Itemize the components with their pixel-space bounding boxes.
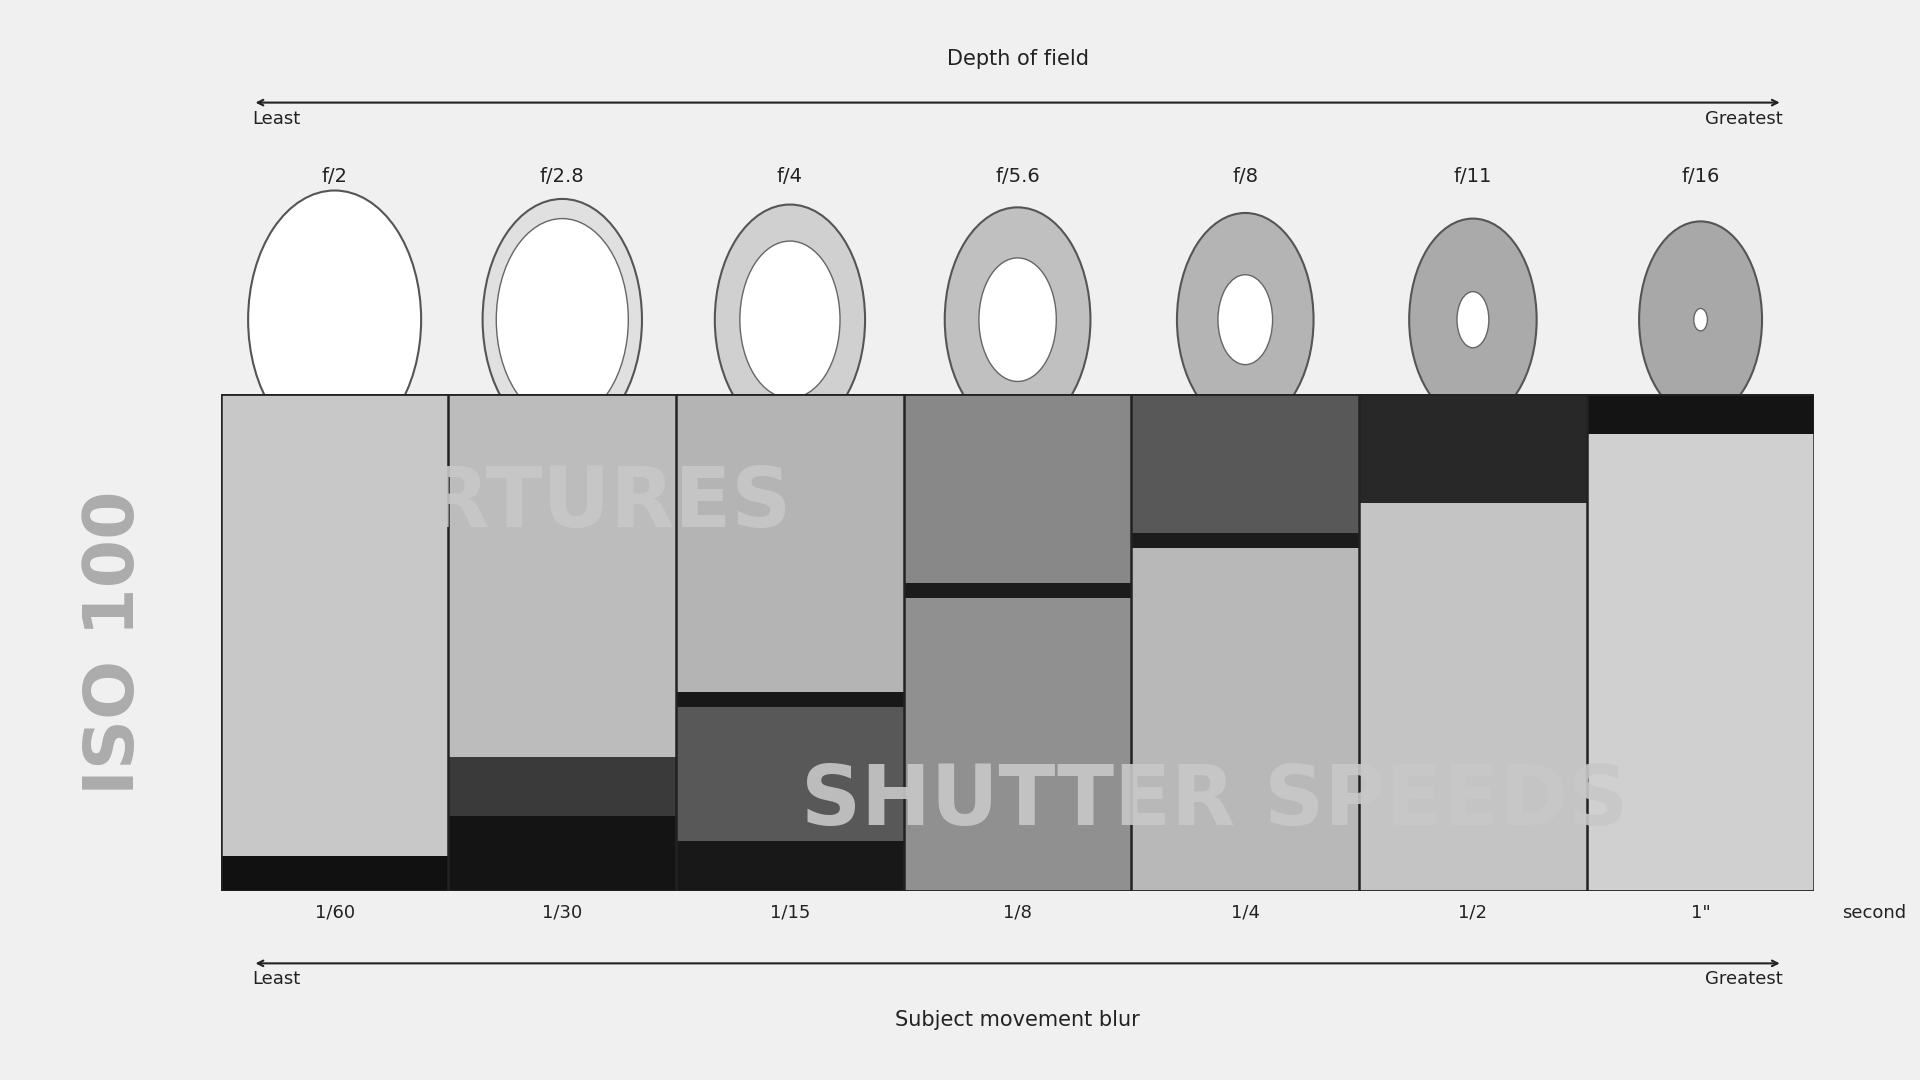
- Bar: [221, 394, 449, 856]
- Bar: [449, 394, 676, 757]
- Bar: [449, 757, 676, 816]
- Ellipse shape: [482, 199, 641, 441]
- Bar: [1586, 434, 1814, 891]
- Text: 1/15: 1/15: [770, 904, 810, 921]
- Ellipse shape: [248, 190, 420, 449]
- Text: f/2.8: f/2.8: [540, 167, 584, 186]
- Bar: [676, 394, 904, 692]
- Text: second: second: [1841, 904, 1907, 921]
- Bar: [1359, 394, 1586, 503]
- Ellipse shape: [1217, 274, 1273, 365]
- Text: f/2: f/2: [323, 167, 348, 186]
- Bar: [221, 856, 449, 891]
- Bar: [904, 583, 1131, 598]
- Text: Least: Least: [253, 970, 301, 988]
- Text: ISO 100: ISO 100: [81, 490, 148, 795]
- Text: 1": 1": [1692, 904, 1711, 921]
- Ellipse shape: [979, 258, 1056, 381]
- Text: Subject movement blur: Subject movement blur: [895, 1010, 1140, 1030]
- Bar: [676, 707, 904, 841]
- Ellipse shape: [495, 218, 628, 421]
- Bar: [1586, 394, 1814, 434]
- Text: f/16: f/16: [1682, 167, 1720, 186]
- Text: Depth of field: Depth of field: [947, 49, 1089, 69]
- Text: Greatest: Greatest: [1705, 970, 1782, 988]
- Bar: [1131, 549, 1359, 891]
- Ellipse shape: [1457, 292, 1488, 348]
- Text: APERTURES: APERTURES: [244, 463, 791, 544]
- Text: 1/30: 1/30: [541, 904, 582, 921]
- Text: f/4: f/4: [778, 167, 803, 186]
- Text: 1/60: 1/60: [315, 904, 355, 921]
- Bar: [449, 816, 676, 891]
- Bar: [1359, 503, 1586, 891]
- Ellipse shape: [1693, 309, 1707, 330]
- Ellipse shape: [714, 204, 866, 435]
- Text: Greatest: Greatest: [1705, 110, 1782, 129]
- Bar: [904, 598, 1131, 891]
- Bar: [1131, 394, 1359, 534]
- Text: 1/2: 1/2: [1459, 904, 1488, 921]
- Text: SHUTTER SPEEDS: SHUTTER SPEEDS: [801, 761, 1628, 842]
- Ellipse shape: [1409, 218, 1536, 421]
- Bar: [676, 841, 904, 891]
- Text: 1/8: 1/8: [1002, 904, 1033, 921]
- Text: 1/4: 1/4: [1231, 904, 1260, 921]
- Text: Least: Least: [253, 110, 301, 129]
- Text: f/5.6: f/5.6: [995, 167, 1041, 186]
- Bar: [1131, 534, 1359, 549]
- Ellipse shape: [945, 207, 1091, 432]
- Text: f/11: f/11: [1453, 167, 1492, 186]
- Ellipse shape: [1177, 213, 1313, 427]
- Ellipse shape: [1640, 221, 1763, 418]
- Bar: [904, 394, 1131, 583]
- Bar: [676, 692, 904, 707]
- Text: f/8: f/8: [1233, 167, 1258, 186]
- Ellipse shape: [739, 241, 841, 399]
